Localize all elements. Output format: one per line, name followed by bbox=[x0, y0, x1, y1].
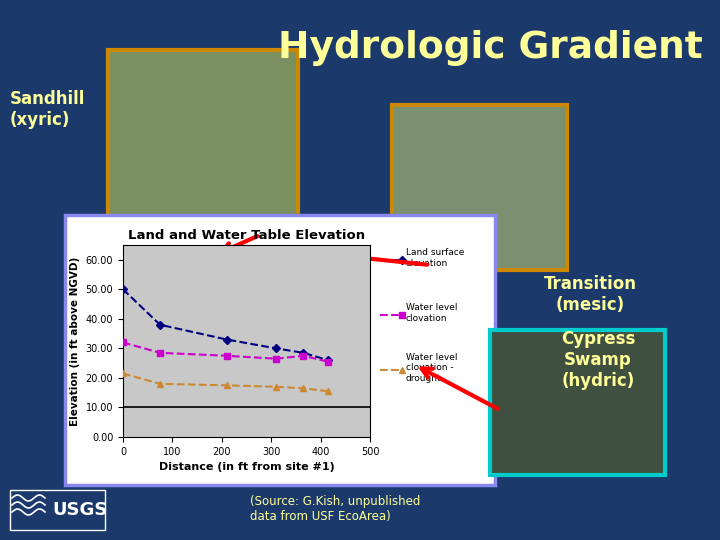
Y-axis label: Elevation (in ft above NGVD): Elevation (in ft above NGVD) bbox=[70, 256, 80, 426]
Text: Water level
clovation: Water level clovation bbox=[406, 303, 457, 323]
Bar bbox=[65, 215, 495, 485]
Bar bbox=[490, 330, 665, 475]
Bar bbox=[108, 50, 298, 240]
Text: Water level
clovation -
drought: Water level clovation - drought bbox=[406, 353, 457, 383]
Bar bbox=[392, 105, 567, 270]
Text: USGS: USGS bbox=[52, 501, 107, 519]
Bar bbox=[10, 490, 105, 530]
X-axis label: Distance (in ft from site #1): Distance (in ft from site #1) bbox=[158, 462, 334, 472]
Text: Hydrologic Gradient: Hydrologic Gradient bbox=[278, 30, 703, 66]
Text: Transition
(mesic): Transition (mesic) bbox=[544, 275, 636, 314]
Text: Land surface
elevation: Land surface elevation bbox=[406, 248, 464, 268]
Text: (Source: G.Kish, unpublished
data from USF EcoArea): (Source: G.Kish, unpublished data from U… bbox=[250, 495, 420, 523]
Title: Land and Water Table Elevation: Land and Water Table Elevation bbox=[128, 230, 365, 242]
Text: Cypress
Swamp
(hydric): Cypress Swamp (hydric) bbox=[561, 330, 635, 389]
Text: Sandhill
(xyric): Sandhill (xyric) bbox=[10, 90, 86, 129]
